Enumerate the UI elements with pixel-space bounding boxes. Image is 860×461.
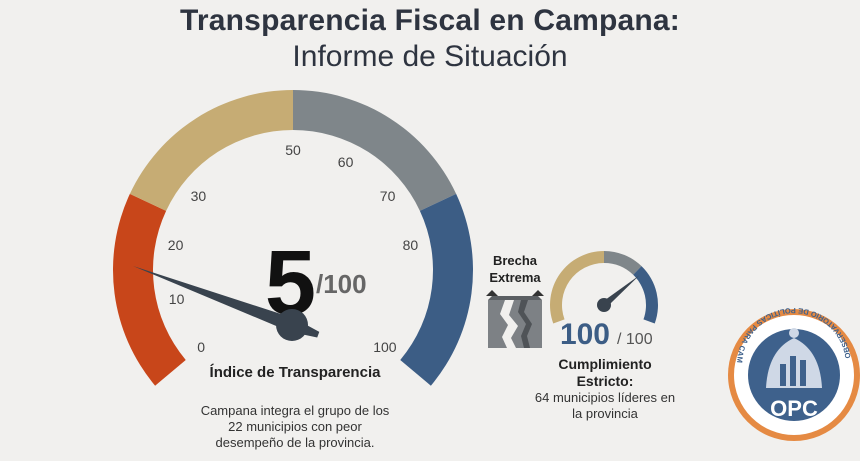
main-gauge-max: /100: [316, 269, 367, 299]
main-gauge-description: Campana integra el grupo de los 22 munic…: [200, 403, 390, 450]
gauge-tick-label: 100: [373, 339, 397, 355]
compliance-description: 64 municipios líderes en la provincia: [534, 390, 676, 421]
compliance-gauge-max: / 100: [617, 331, 653, 348]
main-gauge-hub: [276, 309, 308, 341]
gauge-tick-label: 0: [197, 339, 205, 355]
logo-acronym: OPC: [770, 396, 818, 421]
gauge-tick-labels: 0 10 20 30 50 60 70 80 100: [168, 142, 419, 355]
main-gauge-label: Índice de Transparencia: [209, 364, 381, 381]
gauge-segment-red: [112, 193, 186, 386]
gauge-tick-label: 60: [338, 154, 354, 170]
gauge-tick-label: 70: [380, 188, 396, 204]
gauge-segment-gray: [293, 90, 457, 211]
compliance-gauge-needle: [601, 275, 640, 308]
compliance-segment-tan: [550, 251, 604, 324]
main-gauge-needle: [133, 266, 320, 338]
compliance-segment-gray: [604, 251, 642, 275]
gauge-tick-label: 80: [403, 237, 419, 253]
gap-label: Brecha Extrema: [489, 253, 541, 285]
gauge-tick-label: 10: [169, 291, 185, 307]
gauge-tick-label: 20: [168, 237, 184, 253]
gauge-tick-label: 30: [191, 188, 207, 204]
compliance-gauge-value: 100: [560, 318, 610, 351]
gap-crack-icon: [486, 290, 544, 348]
compliance-gauge-hub: [597, 298, 611, 312]
compliance-gauge: 100 / 100: [550, 251, 658, 351]
gauge-tick-label: 50: [285, 142, 301, 158]
compliance-segment-blue: [633, 266, 658, 324]
compliance-title: Cumplimiento Estricto:: [558, 356, 652, 389]
page-subtitle: Informe de Situación: [292, 40, 568, 73]
gauge-segment-blue: [400, 193, 473, 386]
page-title: Transparencia Fiscal en Campana:: [180, 4, 680, 37]
gauge-segment-tan: [129, 90, 293, 211]
